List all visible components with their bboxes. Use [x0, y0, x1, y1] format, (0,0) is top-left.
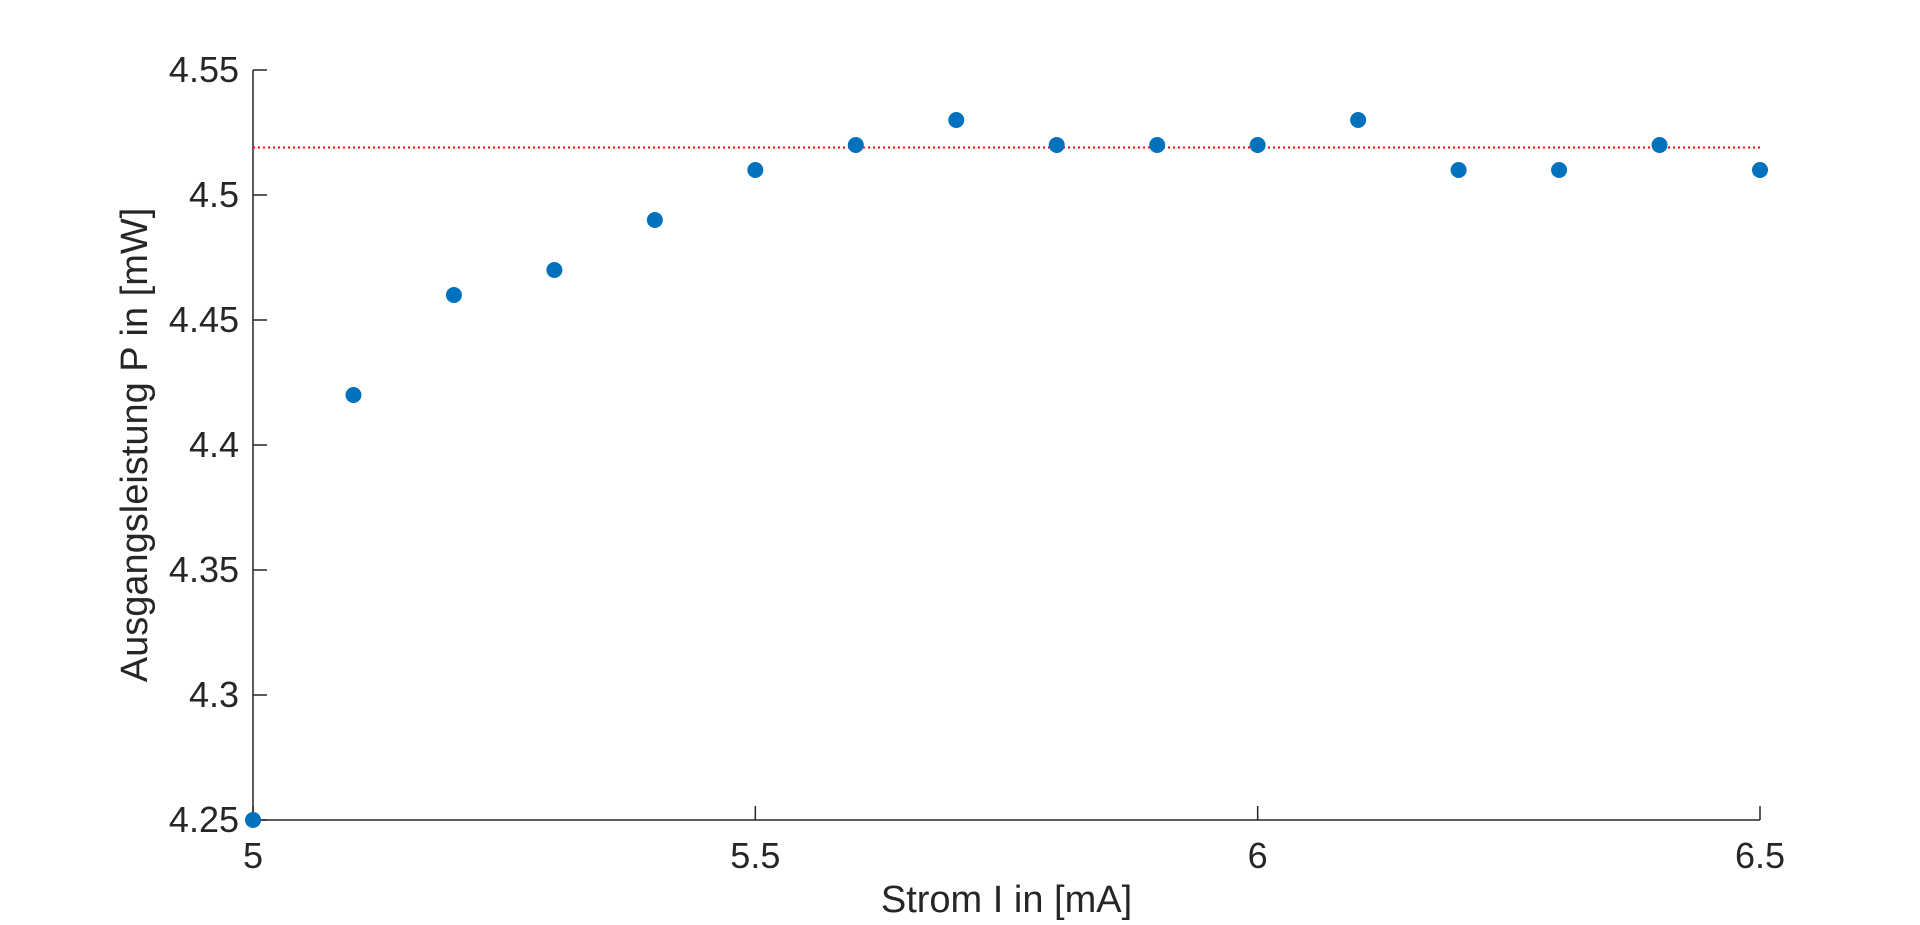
y-tick-label: 4.4 — [189, 424, 239, 465]
data-point — [1651, 137, 1668, 153]
axes — [252, 70, 1760, 821]
data-point — [345, 387, 362, 403]
data-point — [1551, 162, 1568, 178]
x-tick-label: 6.5 — [1735, 835, 1785, 876]
y-tick-label: 4.45 — [169, 299, 239, 340]
data-point — [1752, 162, 1768, 178]
y-tick-label: 4.55 — [169, 49, 239, 90]
y-tick-label: 4.25 — [169, 799, 239, 840]
y-tick-label: 4.3 — [189, 674, 239, 715]
data-point — [1048, 137, 1065, 153]
data-point — [1350, 112, 1367, 128]
x-axis-title: Strom I in [mA] — [881, 879, 1132, 921]
y-tick-label: 4.35 — [169, 549, 239, 590]
data-points — [245, 112, 1768, 828]
x-tick-label: 5.5 — [730, 835, 780, 876]
y-ticks: 4.25 4.3 4.35 4.4 4.45 4.5 4.55 — [169, 49, 267, 840]
x-tick-label: 5 — [243, 835, 263, 876]
x-ticks: 5 5.5 6 6.5 — [243, 806, 1785, 876]
y-axis-title: Ausgangsleistung P in [mW] — [114, 208, 156, 683]
data-point — [245, 812, 261, 828]
x-tick-label: 6 — [1248, 835, 1268, 876]
data-point — [445, 287, 462, 303]
data-point — [847, 137, 864, 153]
y-tick-label: 4.5 — [189, 174, 239, 215]
data-point — [1450, 162, 1467, 178]
data-point — [747, 162, 764, 178]
data-point — [948, 112, 965, 128]
data-point — [646, 212, 663, 228]
data-point — [546, 262, 563, 278]
data-point — [1249, 137, 1266, 153]
data-point — [1149, 137, 1166, 153]
